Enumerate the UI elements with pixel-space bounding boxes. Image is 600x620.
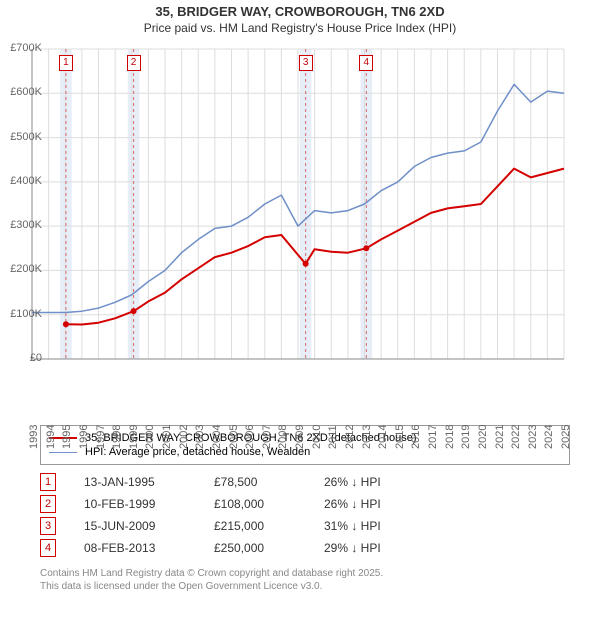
footer-line-2: This data is licensed under the Open Gov… (40, 580, 570, 593)
y-tick-label: £200K (10, 263, 42, 275)
chart-plot: £0£100K£200K£300K£400K£500K£600K£700K199… (8, 41, 568, 417)
x-tick-label: 2024 (543, 425, 555, 449)
x-tick-label: 2022 (510, 425, 522, 449)
chart-svg (8, 41, 568, 381)
y-tick-label: £700K (10, 42, 42, 54)
sale-price: £108,000 (214, 497, 324, 511)
x-tick-label: 2003 (194, 425, 206, 449)
sales-row: 4 08-FEB-2013£250,00029% ↓ HPI (40, 539, 570, 557)
x-tick-label: 2011 (327, 425, 339, 449)
sale-price: £78,500 (214, 475, 324, 489)
sale-date: 15-JUN-2009 (84, 519, 214, 533)
sale-delta: 26% ↓ HPI (324, 475, 381, 489)
sales-row: 1 13-JAN-1995£78,50026% ↓ HPI (40, 473, 570, 491)
sales-row: 3 15-JUN-2009£215,00031% ↓ HPI (40, 517, 570, 535)
x-tick-label: 2021 (494, 425, 506, 449)
x-tick-label: 2015 (394, 425, 406, 449)
x-tick-label: 2023 (527, 425, 539, 449)
title-line-1: 35, BRIDGER WAY, CROWBOROUGH, TN6 2XD (0, 4, 600, 19)
x-tick-label: 2002 (178, 425, 190, 449)
sale-index-box: 2 (40, 495, 56, 513)
sale-price: £215,000 (214, 519, 324, 533)
x-tick-label: 1997 (95, 425, 107, 449)
sale-date: 10-FEB-1999 (84, 497, 214, 511)
sale-index-box: 4 (40, 539, 56, 557)
x-tick-label: 2010 (311, 425, 323, 449)
x-tick-label: 2007 (261, 425, 273, 449)
x-tick-label: 1994 (45, 425, 57, 449)
x-tick-label: 2001 (161, 425, 173, 449)
sale-date: 13-JAN-1995 (84, 475, 214, 489)
sale-marker-box: 1 (59, 55, 73, 71)
x-tick-label: 1995 (61, 425, 73, 449)
title-line-2: Price paid vs. HM Land Registry's House … (0, 21, 600, 35)
sale-marker-box: 3 (299, 55, 313, 71)
x-tick-label: 1999 (128, 425, 140, 449)
y-tick-label: £500K (10, 131, 42, 143)
x-tick-label: 1993 (28, 425, 40, 449)
sale-price: £250,000 (214, 541, 324, 555)
sale-marker-box: 2 (127, 55, 141, 71)
chart-titles: 35, BRIDGER WAY, CROWBOROUGH, TN6 2XD Pr… (0, 0, 600, 35)
x-tick-label: 2018 (444, 425, 456, 449)
x-tick-label: 2014 (377, 425, 389, 449)
x-tick-label: 2009 (294, 425, 306, 449)
y-tick-label: £400K (10, 175, 42, 187)
sale-index-box: 3 (40, 517, 56, 535)
y-tick-label: £300K (10, 219, 42, 231)
x-tick-label: 2019 (460, 425, 472, 449)
x-tick-label: 2016 (410, 425, 422, 449)
x-tick-label: 2000 (144, 425, 156, 449)
x-tick-label: 2008 (277, 425, 289, 449)
sale-delta: 29% ↓ HPI (324, 541, 381, 555)
sale-delta: 31% ↓ HPI (324, 519, 381, 533)
y-tick-label: £100K (10, 308, 42, 320)
x-tick-label: 2005 (228, 425, 240, 449)
sale-index-box: 1 (40, 473, 56, 491)
chart-container: 35, BRIDGER WAY, CROWBOROUGH, TN6 2XD Pr… (0, 0, 600, 593)
x-tick-label: 2004 (211, 425, 223, 449)
sale-delta: 26% ↓ HPI (324, 497, 381, 511)
sale-marker-box: 4 (359, 55, 373, 71)
x-tick-label: 2020 (477, 425, 489, 449)
y-tick-label: £0 (30, 352, 42, 364)
x-tick-label: 2012 (344, 425, 356, 449)
x-tick-label: 1996 (78, 425, 90, 449)
x-tick-label: 2025 (560, 425, 572, 449)
x-tick-label: 2017 (427, 425, 439, 449)
legend-swatch (49, 452, 77, 453)
sales-table: 1 13-JAN-1995£78,50026% ↓ HPI 2 10-FEB-1999… (40, 473, 570, 557)
x-tick-label: 1998 (111, 425, 123, 449)
x-tick-label: 2013 (361, 425, 373, 449)
x-tick-label: 2006 (244, 425, 256, 449)
footer-line-1: Contains HM Land Registry data © Crown c… (40, 567, 570, 580)
y-tick-label: £600K (10, 86, 42, 98)
chart-footer: Contains HM Land Registry data © Crown c… (40, 567, 570, 593)
sale-date: 08-FEB-2013 (84, 541, 214, 555)
sales-row: 2 10-FEB-1999£108,00026% ↓ HPI (40, 495, 570, 513)
